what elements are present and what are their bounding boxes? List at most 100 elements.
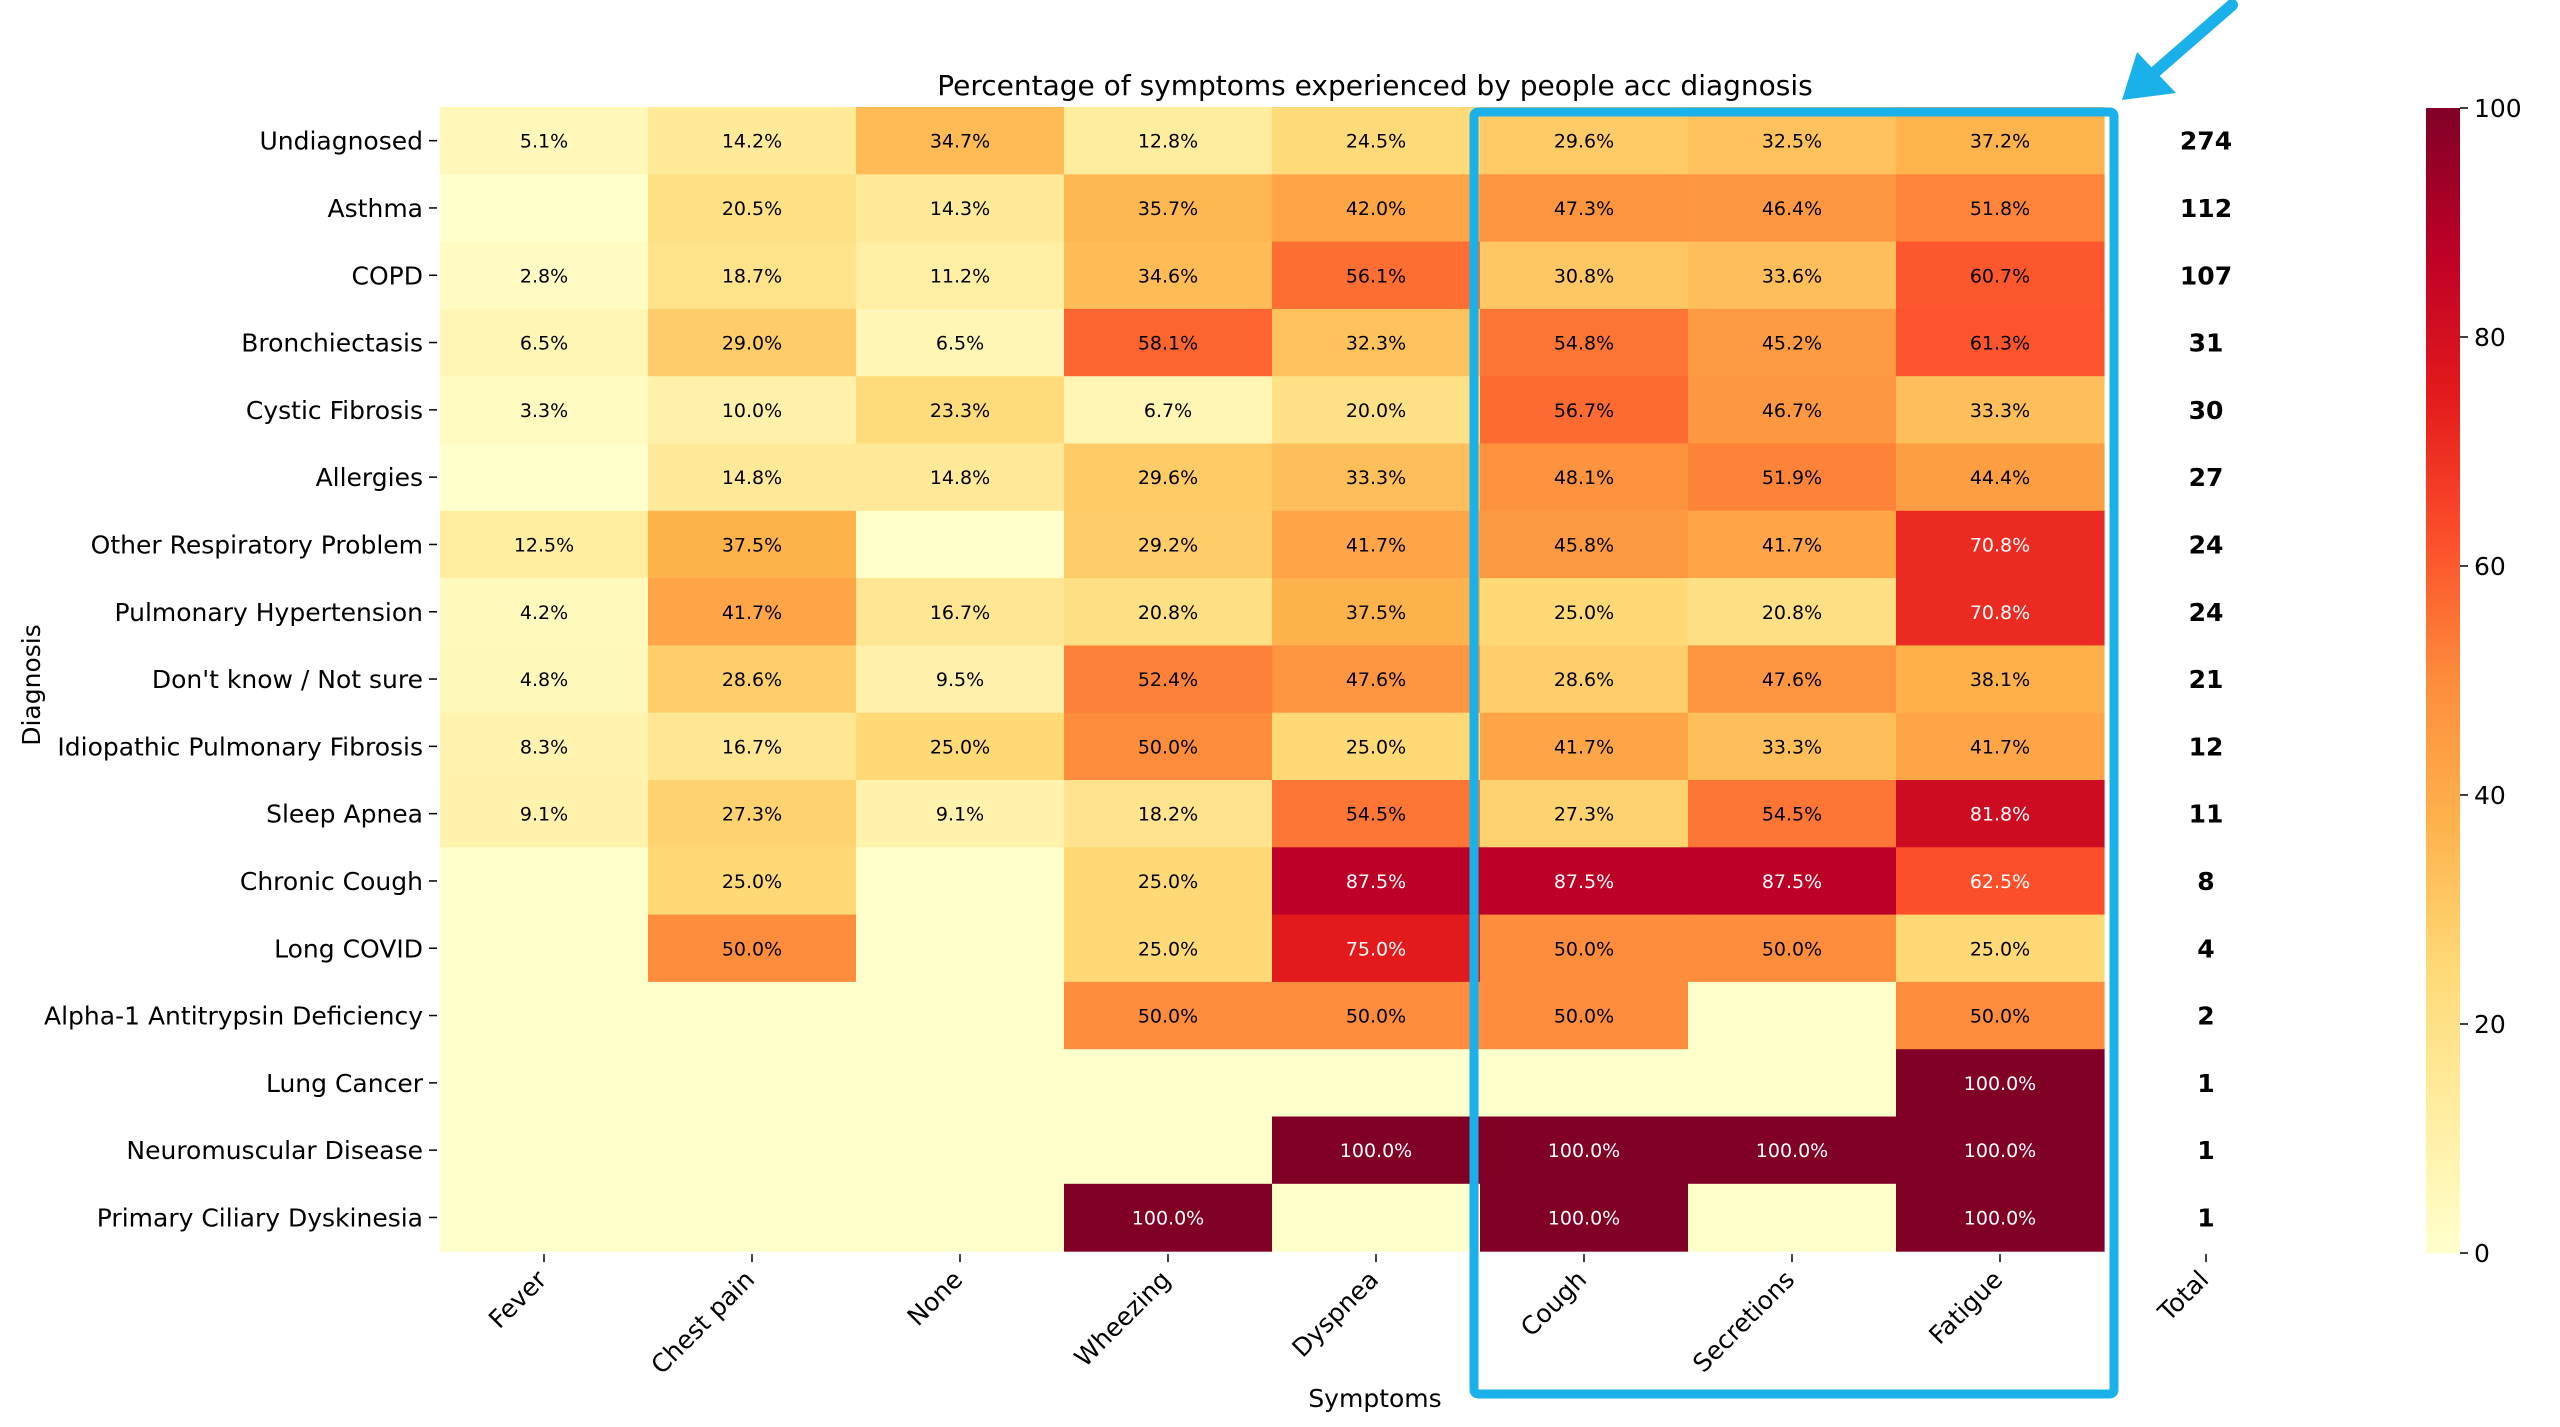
cell-value-label: 100.0% (1548, 1207, 1620, 1229)
y-axis-label: Diagnosis (17, 624, 46, 746)
cell-value-label: 14.8% (722, 467, 782, 489)
row-labels: Undiagnosed Asthma COPD Bronchiectasis Cysti… (44, 127, 437, 1232)
cell-value-label: 25.0% (930, 736, 990, 758)
cell-value-label: 41.7% (1554, 736, 1614, 758)
total-value: 11 (2189, 800, 2224, 829)
cell-value-label: 2.8% (520, 265, 568, 287)
cell-value-label: 4.8% (520, 669, 568, 691)
heatmap-cell (1896, 241, 2105, 310)
cell-value-label: 45.2% (1762, 333, 1822, 355)
colorbar: 0 20 40 60 80 100 (2426, 94, 2522, 1268)
heatmap-cell (1480, 376, 1689, 445)
cell-value-label: 32.3% (1346, 333, 1406, 355)
heatmap-cell (440, 578, 649, 646)
cell-value-label: 25.0% (1554, 602, 1614, 624)
heatmap-cell (856, 510, 1065, 579)
heatmap-cell (1480, 241, 1689, 310)
heatmap-cell (1272, 780, 1481, 848)
cell-value-label: 4.2% (520, 602, 568, 624)
heatmap-cell (1272, 1183, 1481, 1252)
cell-value-label: 56.7% (1554, 400, 1614, 422)
cell-value-label: 87.5% (1762, 871, 1822, 893)
cell-value-label: 33.3% (1346, 467, 1406, 489)
heatmap-cell (648, 847, 857, 916)
heatmap-cell (440, 981, 649, 1050)
cell-value-label: 25.0% (1138, 871, 1198, 893)
cell-value-label: 34.6% (1138, 265, 1198, 287)
heatmap-cell (1896, 510, 2105, 579)
heatmap-cell (440, 712, 649, 781)
cell-value-label: 24.5% (1346, 131, 1406, 153)
cell-value-label: 25.0% (1970, 938, 2030, 960)
colorbar-tick-label: 0 (2474, 1239, 2490, 1268)
heatmap-cell (1480, 443, 1689, 512)
total-value: 1 (2197, 1136, 2214, 1165)
heatmap-cell (1064, 914, 1273, 983)
heatmap-cell (856, 981, 1065, 1050)
heatmap-cell (1272, 376, 1481, 445)
heatmap-cell (1480, 1116, 1689, 1185)
row-label: Idiopathic Pulmonary Fibrosis (57, 732, 423, 761)
heatmap-cell (648, 1049, 857, 1118)
cell-value-label: 27.3% (722, 804, 782, 826)
cell-value-label: 38.1% (1970, 669, 2030, 691)
cell-value-label: 87.5% (1554, 871, 1614, 893)
total-value: 24 (2189, 530, 2224, 559)
cell-value-label: 8.3% (520, 736, 568, 758)
heatmap-cell (1896, 981, 2105, 1050)
heatmap-cell (1688, 981, 1897, 1050)
heatmap-cell (440, 241, 649, 310)
total-value: 274 (2180, 127, 2232, 156)
heatmap-cell (440, 1049, 649, 1118)
cell-value-label: 70.8% (1970, 534, 2030, 556)
cell-value-label: 41.7% (1346, 534, 1406, 556)
total-value: 1 (2197, 1203, 2214, 1232)
column-labels: Fever Chest pain None Wheezing Dyspnea Cough S… (483, 1254, 2214, 1380)
heatmap-cell (856, 1116, 1065, 1185)
heatmap-cell (856, 443, 1065, 512)
heatmap-cell (648, 645, 857, 714)
cell-value-label: 29.6% (1554, 131, 1614, 153)
column-label: None (902, 1265, 969, 1332)
cell-value-label: 58.1% (1138, 333, 1198, 355)
cell-value-label: 18.7% (722, 265, 782, 287)
heatmap-cell (1480, 981, 1689, 1050)
heatmap-cell (1272, 847, 1481, 916)
heatmap-cell (856, 107, 1065, 175)
cell-value-label: 9.1% (520, 804, 568, 826)
heatmap-cell (1688, 308, 1897, 377)
cell-value-label: 54.5% (1346, 804, 1406, 826)
colorbar-tick-label: 100 (2474, 94, 2522, 123)
heatmap-cell (1688, 780, 1897, 848)
heatmap-cell (1896, 443, 2105, 512)
heatmap-cell (440, 847, 649, 916)
heatmap-cell (1064, 645, 1273, 714)
heatmap-cell (856, 645, 1065, 714)
heatmap-cell (440, 376, 649, 445)
column-label: Secretions (1687, 1265, 1800, 1378)
row-label: COPD (352, 261, 423, 290)
heatmap-cell-labels: 5.1% 14.2% 34.7% 12.8% 24.5% 29.6% 32.5% 37.2% 2… (514, 131, 2036, 1230)
cell-value-label: 25.0% (1138, 938, 1198, 960)
column-label: Dyspnea (1286, 1265, 1384, 1363)
heatmap-cell (648, 174, 857, 243)
heatmap-cell (1896, 107, 2105, 175)
cell-value-label: 50.0% (1554, 1006, 1614, 1028)
colorbar-tick-label: 20 (2474, 1010, 2506, 1039)
colorbar-tick-label: 60 (2474, 552, 2506, 581)
highlight-arrow-shaft (2149, 0, 2238, 78)
cell-value-label: 50.0% (1762, 938, 1822, 960)
heatmap-cell (1272, 107, 1481, 175)
cell-value-label: 37.2% (1970, 131, 2030, 153)
heatmap-cell (1480, 712, 1689, 781)
column-label: Fever (483, 1264, 553, 1334)
heatmap-cell (1896, 712, 2105, 781)
cell-value-label: 37.5% (1346, 602, 1406, 624)
heatmap-cell (1688, 712, 1897, 781)
heatmap-cell (1480, 578, 1689, 646)
heatmap-cell (1896, 1183, 2105, 1252)
cell-value-label: 100.0% (1964, 1073, 2036, 1095)
cell-value-label: 23.3% (930, 400, 990, 422)
cell-value-label: 25.0% (1346, 736, 1406, 758)
cell-value-label: 70.8% (1970, 602, 2030, 624)
